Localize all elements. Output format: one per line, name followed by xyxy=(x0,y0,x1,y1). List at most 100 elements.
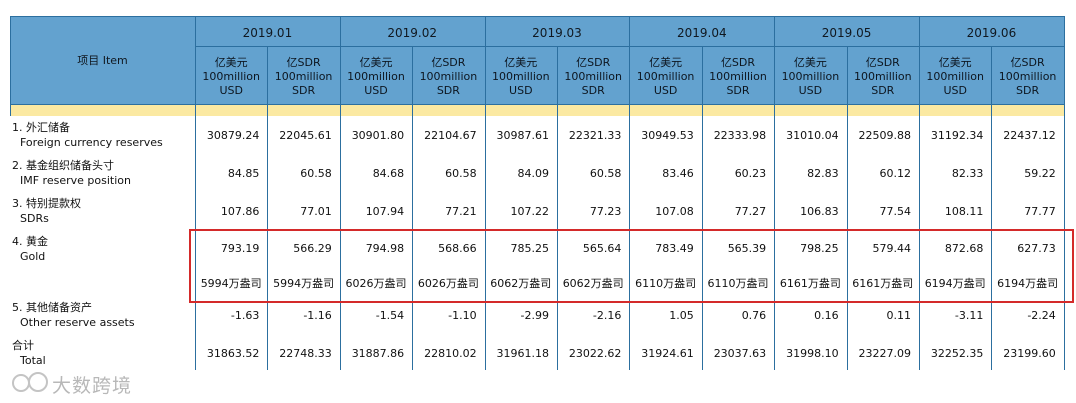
unit-line: 100million xyxy=(853,70,912,83)
cell-value: 60.23 xyxy=(734,167,767,180)
cell-value: 108.11 xyxy=(944,205,984,218)
column-divider xyxy=(340,16,341,370)
cell-value: 22104.67 xyxy=(424,129,477,142)
unit-line: 亿SDR xyxy=(865,56,900,69)
cell-value: 82.33 xyxy=(951,167,984,180)
unit-line: SDR xyxy=(871,84,895,97)
cell-value: 31863.52 xyxy=(206,347,260,360)
column-divider xyxy=(412,46,413,370)
header-band xyxy=(10,104,1064,116)
row-label-en: Total xyxy=(20,354,46,367)
month-header: 2019.02 xyxy=(387,26,437,40)
column-divider xyxy=(774,16,775,370)
cell-value: 77.54 xyxy=(879,205,911,218)
cell-ounces: 6161万盎司 xyxy=(852,277,914,290)
unit-line: 亿美元 xyxy=(649,56,683,69)
unit-line: 亿美元 xyxy=(359,56,393,69)
cell-value: 30879.24 xyxy=(206,129,260,142)
usd-unit-header: 亿美元 100million USD xyxy=(195,56,267,98)
row-label-zh: 合计 xyxy=(12,339,34,352)
unit-line: 100million xyxy=(636,70,695,83)
sdr-unit-header: 亿SDR 100million SDR xyxy=(267,56,339,98)
cell-ounces: 6062万盎司 xyxy=(562,277,624,290)
unit-line: USD xyxy=(653,84,678,97)
cell-value: 106.83 xyxy=(800,205,839,218)
unit-line: 亿SDR xyxy=(286,56,321,69)
sdr-unit-header: 亿SDR 100million SDR xyxy=(847,56,919,98)
cell-ounces: 5994万盎司 xyxy=(200,277,262,290)
cell-value: 23037.63 xyxy=(713,347,767,360)
column-divider xyxy=(629,16,630,370)
cell-value: 23199.60 xyxy=(1003,347,1056,360)
row-label-zh: 5. 其他储备资产 xyxy=(12,301,92,314)
cell-value: 32252.35 xyxy=(930,347,984,360)
unit-line: USD xyxy=(219,84,243,97)
cell-value: 31010.04 xyxy=(786,129,839,142)
unit-line: SDR xyxy=(292,84,316,97)
table-border xyxy=(1064,16,1065,116)
column-divider xyxy=(847,46,848,370)
cell-ounces: 6026万盎司 xyxy=(417,277,479,290)
cell-value: 30901.80 xyxy=(351,129,405,142)
cell-value: 107.08 xyxy=(655,205,694,218)
cell-value: -1.54 xyxy=(375,309,405,322)
row-label: 合计 Total xyxy=(12,338,193,368)
unit-line: USD xyxy=(943,84,967,97)
month-header: 2019.01 xyxy=(242,26,293,40)
usd-unit-header: 亿美元 100million USD xyxy=(485,56,557,98)
row-label-en: Foreign currency reserves xyxy=(20,136,163,149)
cell-value: 60.58 xyxy=(300,167,332,180)
column-divider xyxy=(991,46,992,370)
row-label-en: Gold xyxy=(20,250,46,263)
table-border xyxy=(10,16,11,116)
month-header: 2019.05 xyxy=(821,26,872,40)
unit-line: 亿美元 xyxy=(214,56,248,69)
row-label: 3. 特别提款权 SDRs xyxy=(12,196,193,226)
cell-value: -1.16 xyxy=(303,309,332,322)
cell-value: 22810.02 xyxy=(424,347,477,360)
cell-ounces: 6194万盎司 xyxy=(997,277,1059,290)
month-header: 2019.04 xyxy=(676,26,727,40)
unit-line: SDR xyxy=(726,84,750,97)
item-header: 项目 Item xyxy=(77,54,128,67)
unit-line: 100million xyxy=(781,70,840,83)
cell-value: 77.23 xyxy=(589,205,622,218)
cell-ounces: 6161万盎司 xyxy=(779,277,841,290)
cell-value: 83.46 xyxy=(662,167,694,180)
cell-value: 579.44 xyxy=(872,242,911,255)
cell-value: -3.11 xyxy=(954,309,984,322)
unit-line: SDR xyxy=(581,84,605,97)
infinity-logo-icon xyxy=(28,372,48,392)
gold-highlight-box xyxy=(189,229,1074,303)
cell-value: -1.63 xyxy=(230,309,260,322)
unit-line: 100million xyxy=(491,70,550,83)
cell-value: 30949.53 xyxy=(641,129,694,142)
cell-value: 23022.62 xyxy=(568,347,622,360)
row-label-zh: 2. 基金组织储备头寸 xyxy=(12,159,114,172)
cell-value: 31192.34 xyxy=(930,129,984,142)
cell-value: 566.29 xyxy=(293,242,332,255)
cell-value: 22045.61 xyxy=(279,129,332,142)
column-divider xyxy=(267,46,268,370)
usd-unit-header: 亿美元 100million USD xyxy=(629,56,701,98)
unit-line: 100million xyxy=(998,70,1057,83)
cell-value: 60.58 xyxy=(445,167,477,180)
row-label-zh: 1. 外汇储备 xyxy=(12,121,70,134)
unit-line: 亿美元 xyxy=(504,56,538,69)
cell-value: 60.12 xyxy=(879,167,911,180)
row-label: 5. 其他储备资产 Other reserve assets xyxy=(12,300,193,330)
cell-value: -2.24 xyxy=(1027,309,1056,322)
cell-value: 22748.33 xyxy=(279,347,332,360)
cell-ounces: 6110万盎司 xyxy=(635,277,697,290)
column-divider xyxy=(1064,16,1065,370)
cell-value: 84.68 xyxy=(372,167,405,180)
cell-ounces: 6110万盎司 xyxy=(707,277,769,290)
cell-value: 22333.98 xyxy=(713,129,767,142)
cell-value: 60.58 xyxy=(589,167,622,180)
cell-ounces: 6026万盎司 xyxy=(345,277,407,290)
unit-line: SDR xyxy=(1016,84,1040,97)
cell-value: 793.19 xyxy=(220,242,260,255)
cell-value: 0.11 xyxy=(886,309,911,322)
cell-value: 107.86 xyxy=(220,205,260,218)
row-divider xyxy=(195,46,1064,47)
